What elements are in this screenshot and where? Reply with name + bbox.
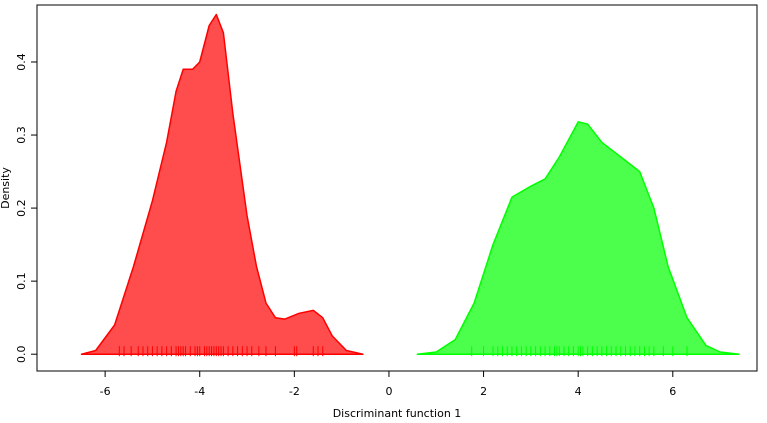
y-axis-label: Density <box>0 167 12 209</box>
x-tick-label: 2 <box>480 385 487 398</box>
y-tick-label: 0.3 <box>15 126 28 144</box>
x-tick-label: 6 <box>669 385 676 398</box>
x-tick-label: -4 <box>194 385 205 398</box>
y-tick-label: 0.0 <box>15 345 28 363</box>
density-area <box>80 13 364 355</box>
y-tick-label: 0.2 <box>15 199 28 217</box>
x-tick-label: -2 <box>289 385 300 398</box>
y-tick-label: 0.4 <box>15 53 28 71</box>
density-area <box>416 121 740 355</box>
x-tick-label: -6 <box>100 385 111 398</box>
x-axis-label: Discriminant function 1 <box>333 407 462 420</box>
x-tick-label: 4 <box>575 385 582 398</box>
x-tick-label: 0 <box>385 385 392 398</box>
plot-frame <box>36 4 758 372</box>
y-tick-label: 0.1 <box>15 272 28 290</box>
